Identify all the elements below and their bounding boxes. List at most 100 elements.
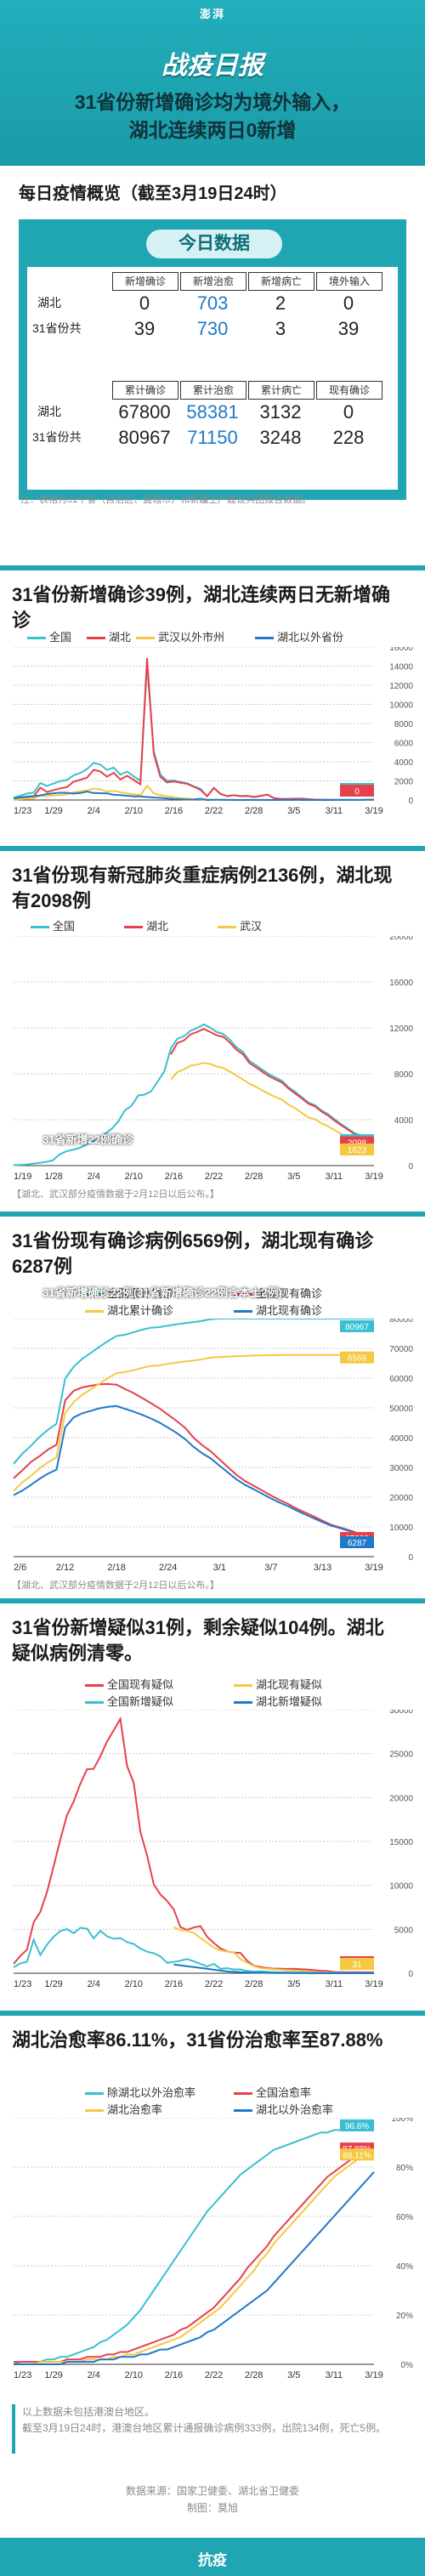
section-divider <box>0 846 425 851</box>
x-tick-label: 3/19 <box>365 1172 382 1182</box>
x-tick-label: 3/19 <box>365 1563 382 1573</box>
end-label: 96.6% <box>345 2122 369 2131</box>
legend-swatch <box>124 926 143 929</box>
overview-note: 注：表格为31个省（自治区、直辖市）和新疆生产建设兵团报告数据。 <box>20 495 312 505</box>
source-note-line-2: 截至3月19日24时，港澳台地区累计通报确诊病例333例，出院134例，死亡5例… <box>22 2422 387 2434</box>
section-divider <box>0 2011 425 2016</box>
footer: 抗疫 <box>0 2538 425 2576</box>
x-tick-label: 3/7 <box>264 1563 277 1573</box>
overview-value-all-2: 71150 <box>187 427 238 448</box>
brand-title: 战疫日报 <box>162 52 264 80</box>
overview-value-hubei: 2 <box>275 292 286 314</box>
chart-note: 【湖北、武汉部分疫情数据于2月12日以后公布。】 <box>12 1189 219 1200</box>
overview-value-hubei-2: 67800 <box>118 401 171 423</box>
end-label-box <box>340 1535 374 1548</box>
legend-swatch <box>234 2092 252 2096</box>
x-tick-label: 3/19 <box>365 1979 382 1989</box>
y-tick-label: 70000 <box>389 1345 413 1354</box>
legend-swatch <box>255 637 274 640</box>
series-line <box>14 2171 375 2365</box>
series-line <box>13 1716 374 1973</box>
publisher-logo[interactable]: 澎湃 <box>199 8 225 20</box>
x-tick-label: 2/28 <box>245 1979 263 1989</box>
legend-entry: 湖北累计确诊 <box>85 1302 173 1318</box>
y-tick-label: 60% <box>396 2213 413 2222</box>
series-line <box>13 2125 374 2365</box>
headline-line-2: 湖北连续两日0新增 <box>128 119 297 141</box>
overview-value-hubei: 0 <box>139 292 150 314</box>
chart-card-2: 31省份现有新冠肺炎重症病例2136例，湖北现有2098例全国 湖北 武汉 0 4000… <box>0 851 425 1211</box>
overview-value-hubei-2: 58381 <box>186 401 239 423</box>
legend-label: 武汉以外市州 <box>158 631 225 644</box>
legend-label: 全国累计确诊 <box>107 1287 174 1300</box>
y-tick-label: 4000 <box>394 1116 414 1126</box>
y-tick-label: 50000 <box>389 1404 413 1414</box>
end-label: 6569 <box>348 1354 367 1364</box>
x-tick-label: 2/28 <box>245 2370 263 2380</box>
legend-label: 全国 <box>53 920 76 933</box>
legend-entry: 全国治愈率 <box>234 2084 311 2100</box>
legend-label: 湖北以外省份 <box>277 631 344 644</box>
chart-title-5: 湖北治愈率86.11%，31省份治愈率至87.88% <box>12 2029 383 2051</box>
legend-swatch <box>218 926 236 929</box>
overview-table: 湖北 31省份共 湖北 31省份共 新增确诊 0 39 累计确诊 67800 80967 新… <box>27 267 398 490</box>
overview-value-all: 39 <box>133 318 156 339</box>
y-tick-label: 16000 <box>389 979 413 988</box>
y-tick-label: 0 <box>408 1553 413 1563</box>
series-line <box>13 1319 374 1465</box>
x-tick-label: 3/11 <box>326 1979 343 1989</box>
x-tick-label: 2/10 <box>125 806 143 816</box>
legend-label: 武汉 <box>240 920 263 933</box>
x-tick-label: 1/19 <box>14 1172 31 1182</box>
legend-swatch <box>85 1310 104 1314</box>
row-label-hubei: 湖北 <box>37 296 61 309</box>
legend-swatch <box>234 1684 252 1688</box>
y-tick-label: 20000 <box>389 936 413 942</box>
overview-header-bottom: 现有确诊 <box>316 381 382 400</box>
overview-value-hubei: 0 <box>343 292 354 314</box>
legend-label: 全国新增疑似 <box>107 1695 174 1708</box>
x-tick-label: 2/16 <box>165 2370 183 2380</box>
y-tick-label: 0% <box>401 2361 414 2370</box>
y-tick-label: 0 <box>408 1970 413 1979</box>
legend-swatch <box>85 1684 104 1688</box>
y-tick-label: 30000 <box>389 1464 413 1473</box>
chart-svg-2: 0 4000 8000 12000 16000 20000 1/19 1/28 2/4 2/10 2… <box>13 936 414 1182</box>
x-tick-label: 2/22 <box>205 806 223 816</box>
watermark-text: 31省新增22例确诊 <box>42 1133 133 1146</box>
y-tick-label: 60000 <box>389 1375 413 1384</box>
y-tick-label: 8000 <box>394 720 414 729</box>
y-tick-label: 80% <box>396 2164 413 2173</box>
chart-card-1: 31省份新增确诊39例，湖北连续两日无新增确诊 全国 湖北 武汉以外市州 湖北以外省份 0… <box>0 570 425 846</box>
y-tick-label: 6000 <box>394 740 414 749</box>
y-tick-label: 0 <box>408 1162 413 1172</box>
y-tick-label: 30000 <box>389 1710 413 1716</box>
legend-entry: 除湖北以外治愈率 <box>85 2084 196 2100</box>
chart-title-2: 31省份现有新冠肺炎重症病例2136例，湖北现有2098例 <box>12 865 393 911</box>
y-tick-label: 80000 <box>389 1319 413 1325</box>
y-tick-label: 12000 <box>389 1024 413 1034</box>
x-tick-label: 2/16 <box>165 806 183 816</box>
section-divider <box>0 565 425 570</box>
legend-label: 除湖北以外治愈率 <box>107 2086 196 2099</box>
legend-swatch <box>85 2092 104 2096</box>
legend-swatch <box>31 926 49 929</box>
series-line <box>14 2147 375 2363</box>
x-tick-label: 2/4 <box>88 1172 100 1182</box>
legend-entry: 全国现有确诊 <box>234 1285 322 1301</box>
overview-title: 每日疫情概览（截至3月19日24时） <box>19 184 287 203</box>
footer-label: 抗疫 <box>198 2552 227 2568</box>
legend-label: 湖北新增疑似 <box>256 1695 323 1708</box>
y-tick-label: 25000 <box>389 1750 413 1760</box>
chart-svg-5: 0% 20% 40% 60% 80% 100% 1/23 1/29 2/4 2/10 2/16 2/2… <box>13 2118 414 2380</box>
x-tick-label: 3/19 <box>365 2370 382 2380</box>
y-tick-label: 15000 <box>389 1838 413 1847</box>
chart-card-3: 31省份现有确诊病例6569例，湖北现有确诊6287例 全国累计确诊 全国现有确诊湖… <box>0 1217 425 1598</box>
overview-box-title: 今日数据 <box>146 230 282 258</box>
x-tick-label: 3/11 <box>326 2370 343 2380</box>
overview-header-top: 新增病亡 <box>248 272 314 291</box>
made-by: 制图：莫旭 <box>186 2502 238 2514</box>
legend-label: 湖北 <box>146 920 169 933</box>
legend-swatch <box>136 637 155 640</box>
x-tick-label: 1/29 <box>44 806 62 816</box>
